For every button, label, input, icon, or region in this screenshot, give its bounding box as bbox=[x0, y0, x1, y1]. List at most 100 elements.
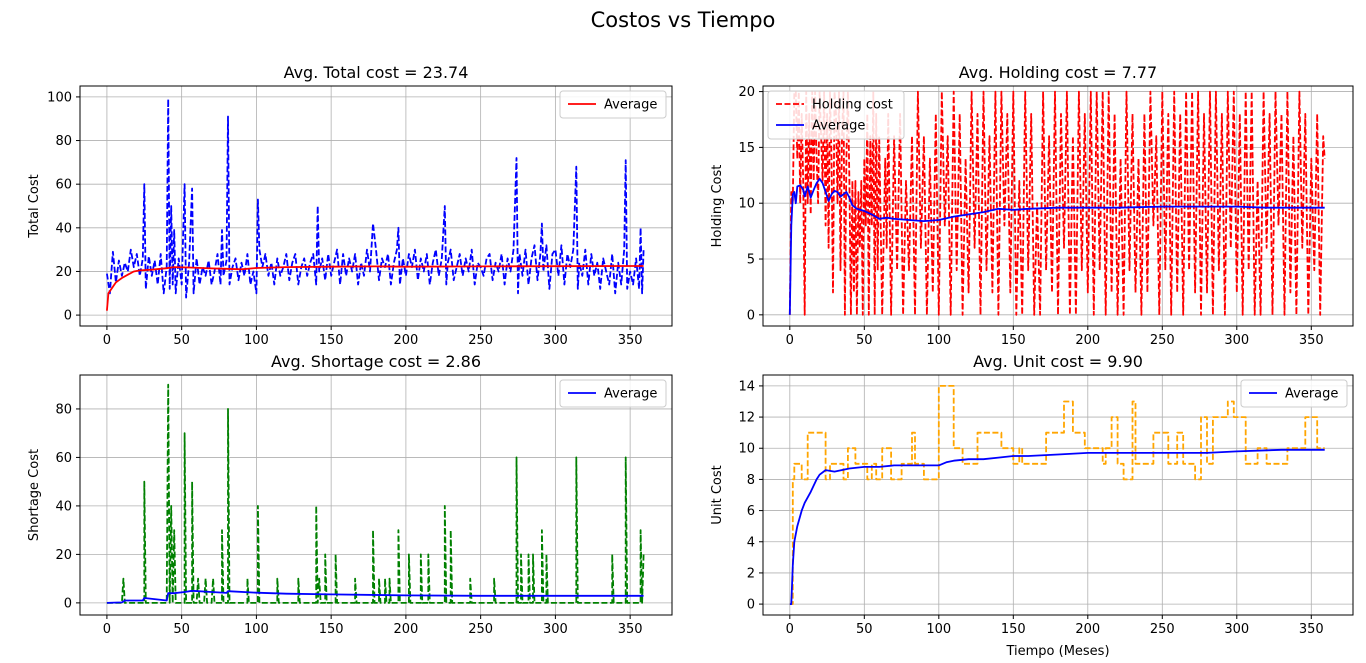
y-tick-label: 2 bbox=[747, 566, 755, 581]
y-axis-label: Unit Cost bbox=[710, 465, 725, 525]
series-cost-line bbox=[789, 385, 1325, 605]
y-tick-label: 10 bbox=[738, 442, 755, 457]
y-tick-label: 20 bbox=[55, 548, 72, 563]
y-tick-label: 12 bbox=[738, 411, 755, 426]
legend-box bbox=[559, 379, 667, 408]
legend-label: Average bbox=[1285, 387, 1338, 402]
series-average-line bbox=[106, 265, 644, 311]
x-tick-label: 100 bbox=[244, 622, 269, 637]
x-tick-label: 300 bbox=[1224, 622, 1249, 637]
figure-title: Costos vs Tiempo bbox=[590, 8, 776, 32]
y-tick-label: 60 bbox=[55, 451, 72, 466]
y-tick-label: 14 bbox=[738, 379, 755, 394]
series-cost-line bbox=[106, 383, 645, 604]
x-tick-label: 250 bbox=[1150, 333, 1175, 348]
legend-label: Average bbox=[604, 387, 657, 402]
x-tick-label: 0 bbox=[786, 622, 794, 637]
subplot-title: Avg. Total cost = 23.74 bbox=[284, 63, 469, 82]
x-tick-label: 250 bbox=[468, 333, 493, 348]
axes-frame bbox=[79, 85, 673, 327]
series-group bbox=[106, 98, 645, 311]
axes-frame bbox=[762, 85, 1354, 327]
y-tick-label: 10 bbox=[738, 197, 755, 212]
y-tick-label: 100 bbox=[47, 90, 72, 105]
x-tick-label: 0 bbox=[103, 622, 111, 637]
subplot-title: Avg. Unit cost = 9.90 bbox=[973, 352, 1143, 371]
y-tick-label: 8 bbox=[747, 473, 755, 488]
x-tick-label: 0 bbox=[103, 333, 111, 348]
x-tick-label: 100 bbox=[926, 622, 951, 637]
x-tick-label: 250 bbox=[1150, 622, 1175, 637]
subplot-holding: 0 50 100 150 200 250 300 350 0 5 10 15 20 Avg. Holdin… bbox=[710, 63, 1354, 348]
x-tick-label: 100 bbox=[244, 333, 269, 348]
legend: Average bbox=[559, 90, 667, 119]
y-tick-label: 4 bbox=[747, 535, 755, 550]
x-tick-label: 350 bbox=[1299, 333, 1324, 348]
series-average-line bbox=[788, 177, 1325, 315]
y-tick-label: 15 bbox=[738, 141, 755, 156]
y-tick-label: 20 bbox=[55, 265, 72, 280]
x-tick-label: 200 bbox=[393, 622, 418, 637]
y-tick-label: 20 bbox=[738, 85, 755, 100]
legend: Average bbox=[1240, 379, 1348, 408]
x-tick-label: 150 bbox=[1001, 333, 1026, 348]
x-tick-label: 300 bbox=[543, 622, 568, 637]
legend: Average bbox=[559, 379, 667, 408]
y-tick-label: 5 bbox=[747, 253, 755, 268]
x-tick-label: 350 bbox=[618, 622, 643, 637]
axes-frame bbox=[79, 374, 673, 616]
series-group bbox=[789, 385, 1325, 605]
subplot-unit: 0 50 100 150 200 250 300 350 0 2 4 6 8 10 12 14 Avg. Uni… bbox=[710, 352, 1354, 659]
x-axis-label: Tiempo (Meses) bbox=[1005, 644, 1109, 659]
y-tick-label: 0 bbox=[64, 596, 72, 611]
x-tick-label: 0 bbox=[786, 333, 794, 348]
y-tick-label: 80 bbox=[55, 134, 72, 149]
x-tick-label: 50 bbox=[173, 622, 190, 637]
y-axis-label: Total Cost bbox=[27, 174, 42, 238]
y-tick-label: 60 bbox=[55, 178, 72, 193]
subplot-title: Avg. Shortage cost = 2.86 bbox=[271, 352, 481, 371]
legend-box bbox=[559, 90, 667, 119]
x-tick-label: 50 bbox=[173, 333, 190, 348]
x-tick-label: 300 bbox=[1224, 333, 1249, 348]
legend-label: Holding cost bbox=[812, 98, 893, 113]
x-tick-label: 300 bbox=[543, 333, 568, 348]
x-tick-label: 350 bbox=[1299, 622, 1324, 637]
legend-label: Average bbox=[604, 98, 657, 113]
series-cost-line bbox=[106, 98, 645, 299]
x-tick-label: 150 bbox=[1001, 622, 1026, 637]
series-average-line bbox=[106, 589, 644, 604]
series-average-line bbox=[789, 448, 1325, 605]
series-average-line bbox=[788, 90, 1326, 316]
x-tick-label: 150 bbox=[319, 622, 344, 637]
axes-frame bbox=[762, 374, 1354, 616]
y-tick-label: 40 bbox=[55, 221, 72, 236]
legend-box bbox=[1240, 379, 1348, 408]
x-tick-label: 350 bbox=[618, 333, 643, 348]
legend-label: Average bbox=[812, 119, 865, 134]
y-tick-label: 80 bbox=[55, 402, 72, 417]
x-tick-label: 250 bbox=[468, 622, 493, 637]
y-tick-label: 0 bbox=[747, 598, 755, 613]
subplot-title: Avg. Holding cost = 7.77 bbox=[959, 63, 1157, 82]
x-tick-label: 100 bbox=[926, 333, 951, 348]
legend: Holding cost Average bbox=[767, 90, 905, 140]
y-axis-label: Holding Cost bbox=[710, 165, 725, 248]
subplot-total: 0 50 100 150 200 250 300 350 0 20 40 60 80 100 Avg. To… bbox=[27, 63, 673, 348]
x-tick-label: 150 bbox=[319, 333, 344, 348]
y-tick-label: 0 bbox=[747, 308, 755, 323]
x-tick-label: 200 bbox=[1075, 622, 1100, 637]
x-tick-label: 50 bbox=[856, 622, 873, 637]
y-axis-label: Shortage Cost bbox=[27, 449, 42, 541]
x-tick-label: 200 bbox=[1075, 333, 1100, 348]
y-tick-label: 40 bbox=[55, 499, 72, 514]
x-tick-label: 50 bbox=[856, 333, 873, 348]
series-group bbox=[106, 383, 645, 604]
legend-box bbox=[767, 90, 905, 140]
x-tick-label: 200 bbox=[393, 333, 418, 348]
series-group bbox=[788, 90, 1326, 316]
subplot-shortage: 0 50 100 150 200 250 300 350 0 20 40 60 80 Avg. Short… bbox=[27, 352, 673, 637]
y-tick-label: 6 bbox=[747, 504, 755, 519]
y-tick-label: 0 bbox=[64, 309, 72, 324]
